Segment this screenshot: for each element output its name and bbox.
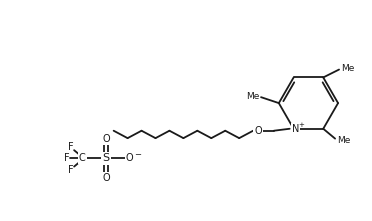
Text: Me: Me [341, 64, 355, 73]
Text: F: F [64, 153, 69, 163]
Text: C: C [79, 153, 86, 163]
Text: O: O [254, 126, 262, 136]
Text: O: O [126, 153, 134, 163]
Text: +: + [299, 122, 304, 128]
Text: Me: Me [337, 136, 350, 145]
Text: F: F [68, 142, 74, 152]
Text: Me: Me [246, 92, 259, 101]
Text: O: O [102, 173, 110, 183]
Text: O: O [102, 134, 110, 144]
Text: S: S [102, 153, 110, 163]
Text: N: N [292, 124, 299, 134]
Text: F: F [68, 165, 74, 175]
Text: −: − [134, 150, 141, 159]
